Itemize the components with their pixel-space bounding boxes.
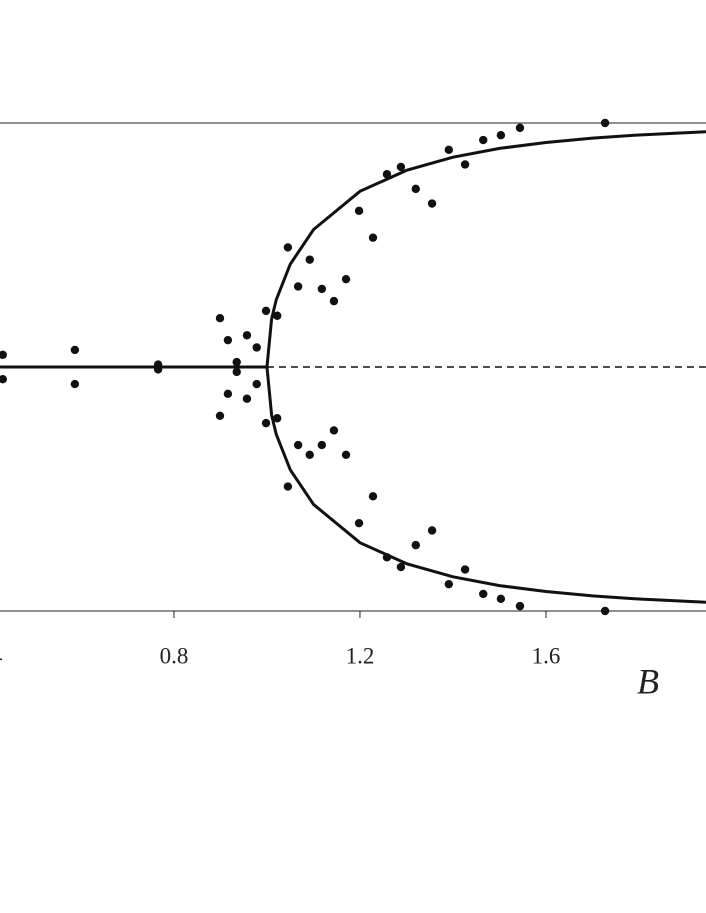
point <box>341 450 351 460</box>
point <box>0 350 7 359</box>
point <box>329 296 339 306</box>
point <box>600 118 610 128</box>
point <box>242 394 252 403</box>
point <box>368 233 378 242</box>
point <box>305 450 314 460</box>
point <box>396 562 406 572</box>
point <box>70 379 80 389</box>
point <box>444 579 454 589</box>
point <box>460 565 470 574</box>
x-tick-label: 1.2 <box>346 643 375 668</box>
point <box>153 365 163 374</box>
point <box>293 440 303 450</box>
point <box>382 553 392 562</box>
point <box>479 589 488 599</box>
point <box>223 389 233 399</box>
point <box>515 123 525 133</box>
point <box>354 518 364 528</box>
point <box>215 411 225 420</box>
point <box>354 206 364 216</box>
point <box>382 170 392 179</box>
point <box>329 426 339 435</box>
x-tick-label: 0.8 <box>160 643 189 668</box>
curve <box>265 130 706 368</box>
point <box>341 274 351 284</box>
point <box>411 540 420 550</box>
point <box>215 314 225 323</box>
point <box>600 606 610 616</box>
point <box>272 311 282 320</box>
point <box>283 243 293 252</box>
point <box>479 135 488 145</box>
point <box>515 601 525 611</box>
point <box>283 482 293 491</box>
x-axis-label: B <box>637 661 659 701</box>
point <box>252 343 261 352</box>
point <box>305 255 314 264</box>
point <box>427 526 437 535</box>
point <box>232 367 241 377</box>
point <box>70 345 80 355</box>
point <box>272 414 282 423</box>
point <box>368 492 378 501</box>
point <box>261 306 271 316</box>
point <box>496 131 506 140</box>
point <box>427 199 437 208</box>
curve <box>265 366 706 604</box>
x-tick-label: 0.4 <box>0 643 3 668</box>
point <box>317 440 327 450</box>
point <box>317 284 327 294</box>
point <box>444 145 454 155</box>
point <box>261 418 271 428</box>
point <box>242 331 252 340</box>
point <box>411 184 420 194</box>
point <box>232 357 241 367</box>
point <box>252 379 261 389</box>
x-tick-label: 1.6 <box>532 643 561 668</box>
point <box>223 335 233 345</box>
point <box>396 162 406 172</box>
point <box>0 375 7 384</box>
point <box>496 594 506 603</box>
point <box>293 282 303 291</box>
point <box>460 160 470 169</box>
